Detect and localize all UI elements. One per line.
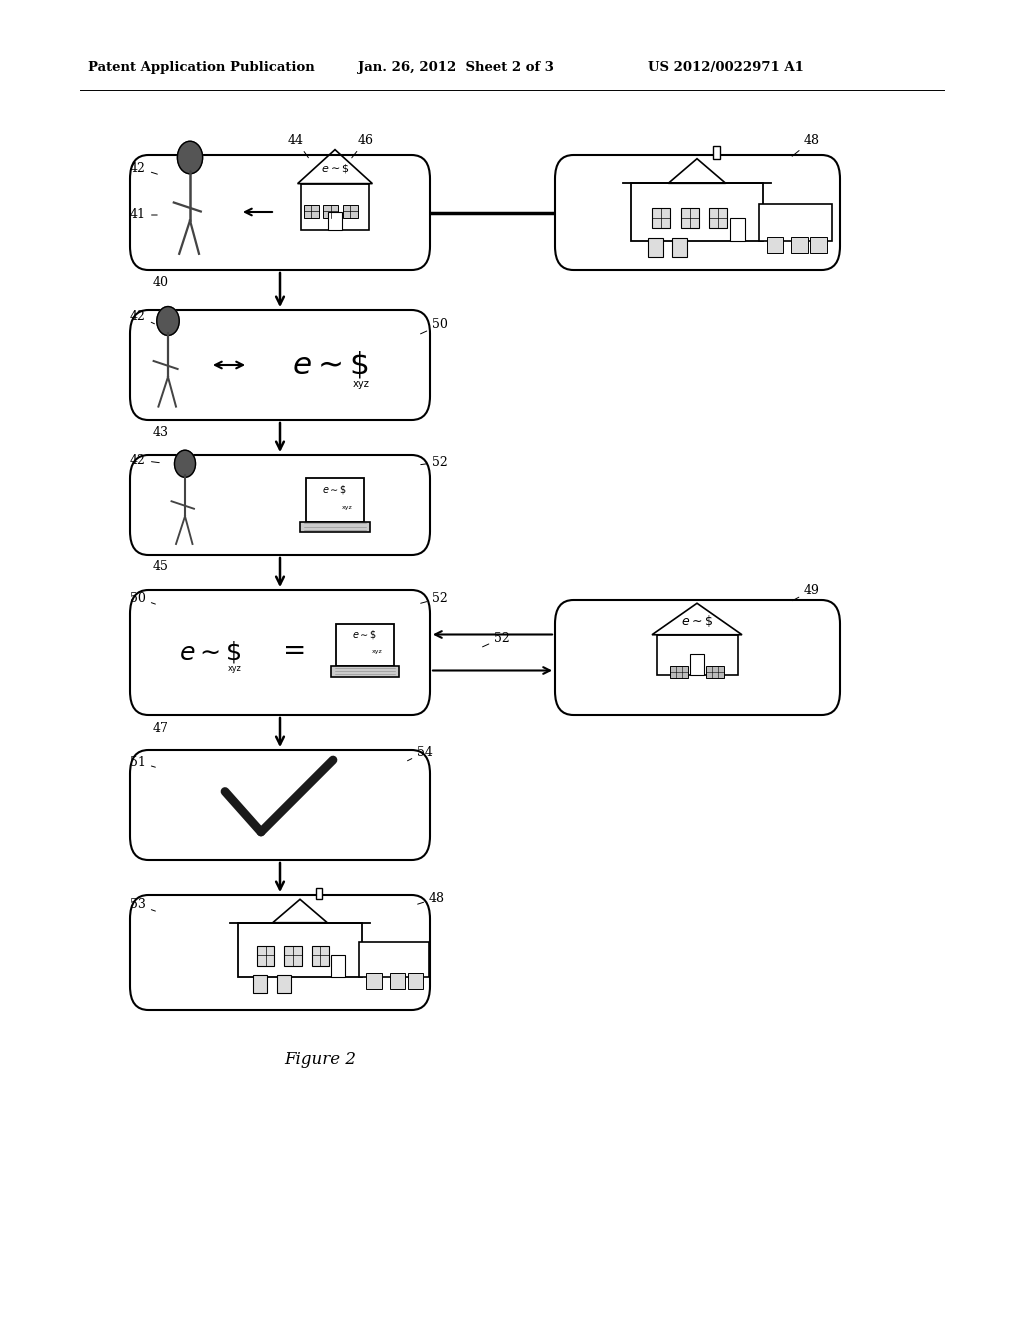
Text: Patent Application Publication: Patent Application Publication (88, 62, 314, 74)
Bar (311, 946, 329, 966)
Bar (300, 521, 370, 532)
Text: xyz: xyz (342, 504, 353, 510)
Text: $e{\sim}\$$: $e{\sim}\$$ (292, 350, 369, 380)
Bar (706, 665, 724, 678)
Text: 44: 44 (288, 133, 308, 157)
Text: 51: 51 (130, 755, 156, 768)
Text: 53: 53 (130, 899, 156, 912)
Bar (329, 211, 342, 231)
Bar (306, 478, 365, 521)
Text: 47: 47 (153, 722, 169, 734)
Text: $e{\sim}\$$: $e{\sim}\$$ (179, 639, 242, 665)
Text: 40: 40 (153, 276, 169, 289)
Bar (257, 946, 274, 966)
Bar (759, 203, 833, 240)
Circle shape (174, 450, 196, 478)
Bar (408, 973, 423, 989)
Text: 52: 52 (421, 455, 447, 469)
Bar (301, 183, 369, 231)
Bar (652, 207, 670, 228)
Bar (331, 956, 345, 977)
Circle shape (157, 306, 179, 335)
Bar (343, 205, 358, 218)
Text: 54: 54 (408, 746, 433, 760)
Bar (331, 667, 399, 677)
Bar (810, 236, 826, 253)
Text: $e{\sim}\$$: $e{\sim}\$$ (323, 483, 348, 496)
Text: 46: 46 (351, 133, 374, 158)
Text: xyz: xyz (228, 664, 242, 673)
Bar (710, 207, 727, 228)
Text: 45: 45 (153, 561, 169, 573)
Bar (276, 975, 291, 993)
Text: 50: 50 (421, 318, 447, 334)
FancyBboxPatch shape (130, 895, 430, 1010)
Bar (367, 973, 382, 989)
Bar (730, 218, 744, 240)
FancyBboxPatch shape (130, 310, 430, 420)
Text: Figure 2: Figure 2 (284, 1052, 356, 1068)
Bar (337, 624, 393, 667)
FancyBboxPatch shape (555, 154, 840, 271)
Text: xyz: xyz (352, 379, 370, 389)
Bar (358, 942, 429, 977)
Bar (303, 205, 318, 218)
Text: 52: 52 (482, 631, 510, 647)
Bar (673, 238, 687, 257)
Text: 41: 41 (130, 209, 158, 222)
Bar (714, 147, 720, 158)
Text: 48: 48 (418, 891, 445, 904)
Text: 42: 42 (130, 454, 160, 466)
Text: 43: 43 (153, 425, 169, 438)
Bar (648, 238, 663, 257)
Text: US 2012/0022971 A1: US 2012/0022971 A1 (648, 62, 804, 74)
FancyBboxPatch shape (130, 750, 430, 861)
Text: $e{\sim}\$$: $e{\sim}\$$ (352, 628, 378, 642)
Text: 48: 48 (793, 133, 820, 156)
Bar (253, 975, 267, 993)
Bar (690, 653, 705, 676)
Text: 49: 49 (793, 583, 820, 601)
FancyBboxPatch shape (130, 154, 430, 271)
FancyBboxPatch shape (130, 590, 430, 715)
Text: 42: 42 (130, 161, 158, 174)
Circle shape (177, 141, 203, 174)
Bar (324, 205, 338, 218)
Text: xyz: xyz (372, 649, 383, 655)
Bar (767, 236, 783, 253)
Bar (656, 635, 737, 676)
Bar (632, 183, 763, 240)
Bar (792, 236, 808, 253)
Text: =: = (284, 639, 306, 665)
Bar (681, 207, 698, 228)
FancyBboxPatch shape (555, 601, 840, 715)
Text: $e{\sim}\$$: $e{\sim}\$$ (321, 162, 349, 174)
Bar (315, 887, 322, 899)
Text: 50: 50 (130, 591, 156, 605)
Bar (285, 946, 301, 966)
FancyBboxPatch shape (130, 455, 430, 554)
Text: Jan. 26, 2012  Sheet 2 of 3: Jan. 26, 2012 Sheet 2 of 3 (358, 62, 554, 74)
Bar (670, 665, 688, 678)
Bar (238, 923, 362, 977)
Text: 52: 52 (421, 591, 447, 605)
Text: $e{\sim}\$$: $e{\sim}\$$ (681, 614, 713, 630)
Text: 42: 42 (130, 309, 155, 323)
Bar (390, 973, 406, 989)
